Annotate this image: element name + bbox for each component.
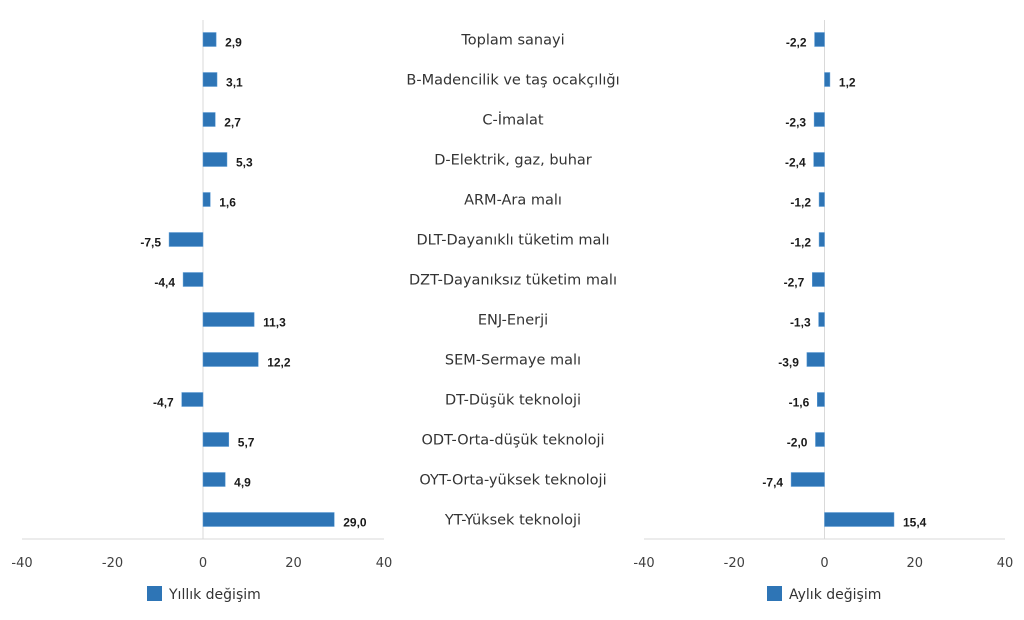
annual-x-tick-label: 40 <box>376 556 393 571</box>
category-label: DZT-Dayanıksız tüketim malı <box>409 273 617 289</box>
annual-data-label: 5,7 <box>238 436 255 450</box>
monthly-bar <box>813 152 825 167</box>
category-label: SEM-Sermaye malı <box>445 353 581 369</box>
monthly-x-tick-label: 0 <box>820 556 828 571</box>
annual-data-label: 2,7 <box>224 116 241 130</box>
monthly-legend-swatch <box>767 586 782 601</box>
monthly-bar <box>814 32 825 47</box>
annual-bar <box>181 392 204 407</box>
category-label: Toplam sanayi <box>460 33 564 49</box>
annual-bar <box>202 472 226 487</box>
monthly-bar <box>815 432 825 447</box>
annual-bar <box>202 72 218 87</box>
monthly-data-label: 1,2 <box>839 76 856 90</box>
category-label: B-Madencilik ve taş ocakçılığı <box>406 73 619 89</box>
annual-bar <box>202 352 259 367</box>
annual-x-tick-label: -40 <box>11 556 32 571</box>
annual-bar <box>202 112 216 127</box>
annual-data-label: 11,3 <box>263 316 286 330</box>
annual-data-label: 4,9 <box>234 476 251 490</box>
annual-legend-swatch <box>147 586 162 601</box>
monthly-data-label: -3,9 <box>778 356 799 370</box>
monthly-data-label: -2,7 <box>784 276 805 290</box>
monthly-bar <box>818 312 825 327</box>
annual-bar <box>202 432 230 447</box>
annual-data-label: 12,2 <box>267 356 291 370</box>
monthly-bar <box>818 192 825 207</box>
annual-data-label: 3,1 <box>226 76 243 90</box>
annual-data-label: 5,3 <box>236 156 253 170</box>
monthly-bar <box>812 272 825 287</box>
annual-bar <box>202 192 211 207</box>
monthly-bar <box>806 352 825 367</box>
annual-x-tick-label: -20 <box>102 556 123 571</box>
annual-data-label: -4,4 <box>154 276 175 290</box>
category-label: C-İmalat <box>482 111 544 129</box>
category-label: DT-Düşük teknoloji <box>445 393 581 409</box>
annual-x-tick-label: 0 <box>199 556 207 571</box>
annual-bar <box>202 512 335 527</box>
annual-data-label: 29,0 <box>343 516 367 530</box>
monthly-bar <box>824 512 895 527</box>
monthly-x-tick-label: 20 <box>906 556 923 571</box>
monthly-data-label: -2,0 <box>787 436 808 450</box>
monthly-data-label: -1,2 <box>790 236 811 250</box>
monthly-bar <box>818 232 825 247</box>
annual-bar <box>168 232 204 247</box>
category-label: D-Elektrik, gaz, buhar <box>434 153 592 169</box>
monthly-legend-label: Aylık değişim <box>789 587 881 603</box>
monthly-bar <box>817 392 825 407</box>
annual-data-label: -7,5 <box>140 236 161 250</box>
monthly-data-label: -1,6 <box>789 396 810 410</box>
monthly-x-tick-label: -40 <box>633 556 654 571</box>
monthly-bar <box>824 72 831 87</box>
annual-bar <box>202 312 255 327</box>
category-label: YT-Yüksek teknoloji <box>444 513 581 529</box>
category-label: ENJ-Enerji <box>478 313 548 329</box>
annual-data-label: -4,7 <box>153 396 174 410</box>
monthly-data-label: -2,2 <box>786 36 807 50</box>
monthly-data-label: -1,2 <box>790 196 811 210</box>
monthly-x-tick-label: -20 <box>724 556 745 571</box>
monthly-data-label: -1,3 <box>790 316 811 330</box>
category-label: ARM-Ara malı <box>464 193 562 209</box>
annual-bar <box>202 152 228 167</box>
category-label: ODT-Orta-düşük teknoloji <box>421 433 604 449</box>
annual-data-label: 1,6 <box>219 196 236 210</box>
annual-data-label: 2,9 <box>225 36 242 50</box>
annual-bar <box>182 272 204 287</box>
monthly-data-label: 15,4 <box>903 516 927 530</box>
monthly-data-label: -2,4 <box>785 156 806 170</box>
monthly-x-tick-label: 40 <box>997 556 1014 571</box>
annual-legend-label: Yıllık değişim <box>168 587 261 603</box>
monthly-bar <box>790 472 825 487</box>
category-label: OYT-Orta-yüksek teknoloji <box>419 473 606 489</box>
annual-x-tick-label: 20 <box>285 556 302 571</box>
monthly-bar <box>813 112 825 127</box>
category-label: DLT-Dayanıklı tüketim malı <box>417 233 610 249</box>
monthly-data-label: -7,4 <box>762 476 783 490</box>
monthly-data-label: -2,3 <box>785 116 806 130</box>
annual-bar <box>202 32 217 47</box>
